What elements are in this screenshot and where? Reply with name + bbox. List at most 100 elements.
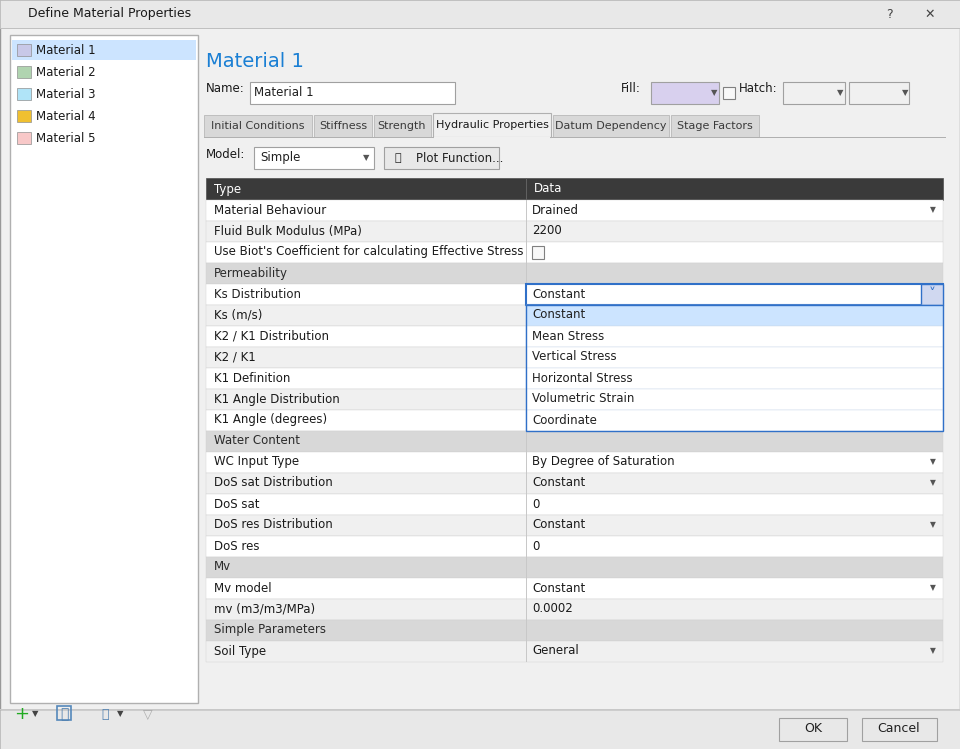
Text: ▼: ▼ [837, 88, 843, 97]
Bar [526, 242, 527, 263]
Text: mv (m3/m3/MPa): mv (m3/m3/MPa) [214, 602, 315, 616]
Bar [206, 368, 943, 389]
Text: Use Biot's Coefficient for calculating Effective Stress: Use Biot's Coefficient for calculating E… [214, 246, 523, 258]
Text: General: General [532, 644, 579, 658]
Text: Mv: Mv [214, 560, 231, 574]
Bar [526, 284, 527, 305]
Text: Material Behaviour: Material Behaviour [214, 204, 326, 216]
Text: Strength: Strength [377, 121, 426, 131]
Text: Type: Type [214, 183, 241, 195]
Text: DoS sat: DoS sat [214, 497, 259, 511]
Text: Data: Data [534, 183, 563, 195]
Bar [526, 368, 943, 389]
Text: Constant: Constant [532, 309, 586, 321]
Bar [526, 557, 527, 578]
Bar [206, 263, 943, 284]
Bar [204, 115, 312, 137]
Text: Mv model: Mv model [214, 581, 272, 595]
Bar [206, 200, 943, 221]
Bar [17, 66, 31, 78]
Text: Material 4: Material 4 [36, 109, 96, 123]
Bar [651, 82, 719, 104]
Text: ✕: ✕ [924, 7, 935, 20]
Bar [671, 115, 759, 137]
Text: Material 5: Material 5 [36, 132, 95, 145]
Text: ▼: ▼ [930, 479, 936, 488]
Bar [206, 410, 943, 431]
Bar [250, 82, 455, 104]
Text: K1 Definition: K1 Definition [214, 372, 290, 384]
Text: +: + [14, 705, 30, 723]
Text: K2 / K1: K2 / K1 [214, 351, 255, 363]
Text: DoS res Distribution: DoS res Distribution [214, 518, 333, 532]
Text: Define Material Properties: Define Material Properties [28, 7, 191, 20]
Text: Soil Type: Soil Type [214, 644, 266, 658]
Text: Hydraulic Properties: Hydraulic Properties [436, 120, 548, 130]
Bar [17, 88, 31, 100]
Bar [206, 578, 943, 599]
Bar [526, 515, 527, 536]
Text: Constant: Constant [532, 288, 586, 300]
Bar [779, 718, 847, 741]
Text: Material 1: Material 1 [36, 43, 96, 56]
Bar [12, 40, 196, 60]
Text: ?: ? [886, 7, 892, 20]
Bar [57, 706, 71, 720]
Bar [12, 128, 196, 148]
Text: Plot Function...: Plot Function... [416, 151, 503, 165]
Text: ▼: ▼ [117, 709, 123, 718]
Bar [526, 347, 943, 368]
Text: Initial Conditions: Initial Conditions [211, 121, 304, 131]
Bar [434, 137, 550, 139]
Text: Model:: Model: [206, 148, 246, 162]
Bar [204, 137, 946, 138]
Text: ▼: ▼ [930, 458, 936, 467]
Text: Horizontal Stress: Horizontal Stress [532, 372, 633, 384]
Bar [374, 115, 431, 137]
Text: Constant: Constant [532, 518, 586, 532]
Text: Vertical Stress: Vertical Stress [532, 351, 616, 363]
Bar [526, 347, 527, 368]
Text: Datum Dependency: Datum Dependency [555, 121, 667, 131]
Text: Drained: Drained [532, 204, 579, 216]
Bar [526, 200, 527, 221]
Text: ▽: ▽ [143, 708, 153, 721]
Text: Stage Factors: Stage Factors [677, 121, 753, 131]
Bar [206, 473, 943, 494]
Bar [849, 82, 909, 104]
Bar [17, 44, 31, 56]
Bar [0, 709, 960, 710]
Bar [526, 599, 527, 620]
Text: Fill:: Fill: [621, 82, 641, 94]
Text: 2200: 2200 [532, 225, 562, 237]
Text: Water Content: Water Content [214, 434, 300, 447]
Bar [206, 641, 943, 662]
Bar [206, 389, 943, 410]
Text: ⧉: ⧉ [101, 708, 108, 721]
Text: Ks (m/s): Ks (m/s) [214, 309, 262, 321]
Bar [206, 347, 943, 368]
Bar [206, 620, 943, 641]
Text: ▼: ▼ [930, 521, 936, 530]
Text: Constant: Constant [532, 581, 586, 595]
Text: Permeability: Permeability [214, 267, 288, 279]
Text: 0.0002: 0.0002 [532, 602, 573, 616]
Text: ▼: ▼ [901, 88, 908, 97]
Bar [526, 641, 527, 662]
Bar [206, 178, 943, 200]
Bar [206, 305, 943, 326]
Bar [526, 221, 527, 242]
Bar [921, 284, 943, 305]
Bar [723, 87, 735, 99]
Bar [526, 178, 527, 200]
Text: ▼: ▼ [32, 709, 38, 718]
Bar [526, 305, 527, 326]
Bar [0, 0, 960, 28]
Text: Cancel: Cancel [877, 723, 921, 736]
Text: Stiffness: Stiffness [319, 121, 367, 131]
Bar [12, 106, 196, 126]
Text: ▼: ▼ [710, 88, 717, 97]
Text: Material 1: Material 1 [206, 52, 304, 71]
Text: DoS sat Distribution: DoS sat Distribution [214, 476, 333, 490]
Bar [526, 305, 943, 431]
